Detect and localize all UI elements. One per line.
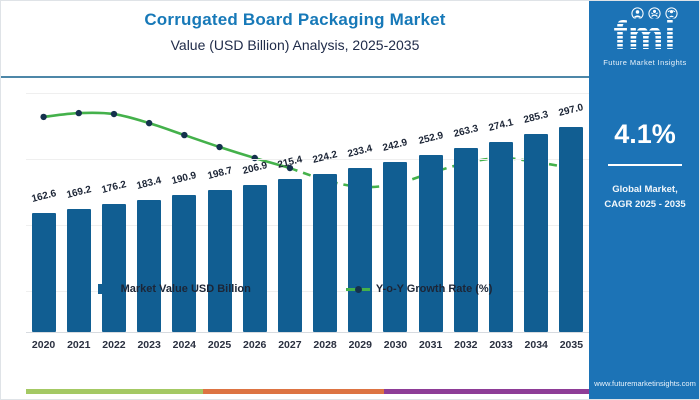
bar [101,204,126,332]
x-axis-label: 2027 [278,339,302,351]
cagr-label-line1: Global Market, [612,184,678,195]
x-axis-label: 2031 [418,339,443,351]
x-axis-label: 2022 [102,339,126,351]
legend-item-market-value: Market Value USD Billion [97,283,251,295]
legend-label: Market Value USD Billion [120,283,251,295]
bar [524,134,549,332]
legend-label: Y-o-Y Growth Rate (%) [375,283,493,295]
bar [383,161,408,332]
line-marker-icon [345,284,370,294]
x-axis-label: 2024 [172,339,197,351]
strip-purple-segment [384,389,589,394]
bar [172,194,197,332]
bar-value-label: 297.0 [557,102,585,119]
x-axis-label: 2032 [454,339,478,351]
bar [489,141,514,332]
x-axis-line [26,332,589,333]
cagr-value: 4.1% [614,119,676,149]
grid-line [26,159,589,160]
bar [207,189,232,332]
x-axis-label: 2029 [348,339,372,351]
footer-color-strip [26,389,589,394]
legend: Market Value USD Billion Y-o-Y Growth Ra… [1,283,589,295]
x-axis-label: 2026 [243,339,267,351]
bar [242,184,267,332]
legend-item-growth-rate: Y-o-Y Growth Rate (%) [345,283,493,295]
bar [313,173,338,332]
page-title: Corrugated Board Packaging Market [144,10,446,29]
logo-tagline: Future Market Insights [603,58,687,67]
bar [348,167,373,332]
x-axis-label: 2025 [207,339,232,351]
bar [559,126,584,332]
panel-divider [608,164,682,166]
grid-line [26,291,589,292]
cagr-label: Global Market, CAGR 2025 - 2035 [589,182,699,212]
x-axis-label: 2021 [67,339,91,351]
bar [453,148,478,332]
bar [277,179,302,332]
x-axis-label: 2033 [489,339,513,351]
x-axis-label: 2035 [559,339,584,351]
x-axis-label: 2028 [313,339,337,351]
chart-area: 162.6 2020 169.2 2021 176.2 2022 183.4 2023 190.… [1,79,589,399]
bar [31,212,56,332]
x-axis-label: 2020 [31,339,56,351]
brand-panel: fmi Future Market Insights 4.1% Global M… [589,1,699,399]
x-axis-label: 2023 [137,339,161,351]
bar [418,155,443,332]
bar [137,199,162,332]
logo-text-wrap: fmi [613,16,677,56]
x-axis-label: 2030 [383,339,408,351]
strip-orange-segment [203,389,384,394]
bar-swatch-icon [97,284,115,294]
header-divider [1,76,589,78]
bar [66,208,91,332]
website-url[interactable]: www.futuremarketinsights.com [594,379,696,388]
strip-green-segment [26,389,203,394]
fmi-logo: fmi Future Market Insights [589,7,699,67]
cagr-label-line2: CAGR 2025 - 2035 [604,199,686,211]
logo-stripes-decoration [613,16,677,56]
cagr-stat-block: 4.1% Global Market, CAGR 2025 - 2035 [589,119,699,212]
page-subtitle: Value (USD Billion) Analysis, 2025-2035 [170,37,420,53]
grid-line [26,225,589,226]
header: Corrugated Board Packaging Market Value … [1,1,589,79]
grid-line [26,93,589,94]
x-axis-label: 2034 [524,339,548,351]
